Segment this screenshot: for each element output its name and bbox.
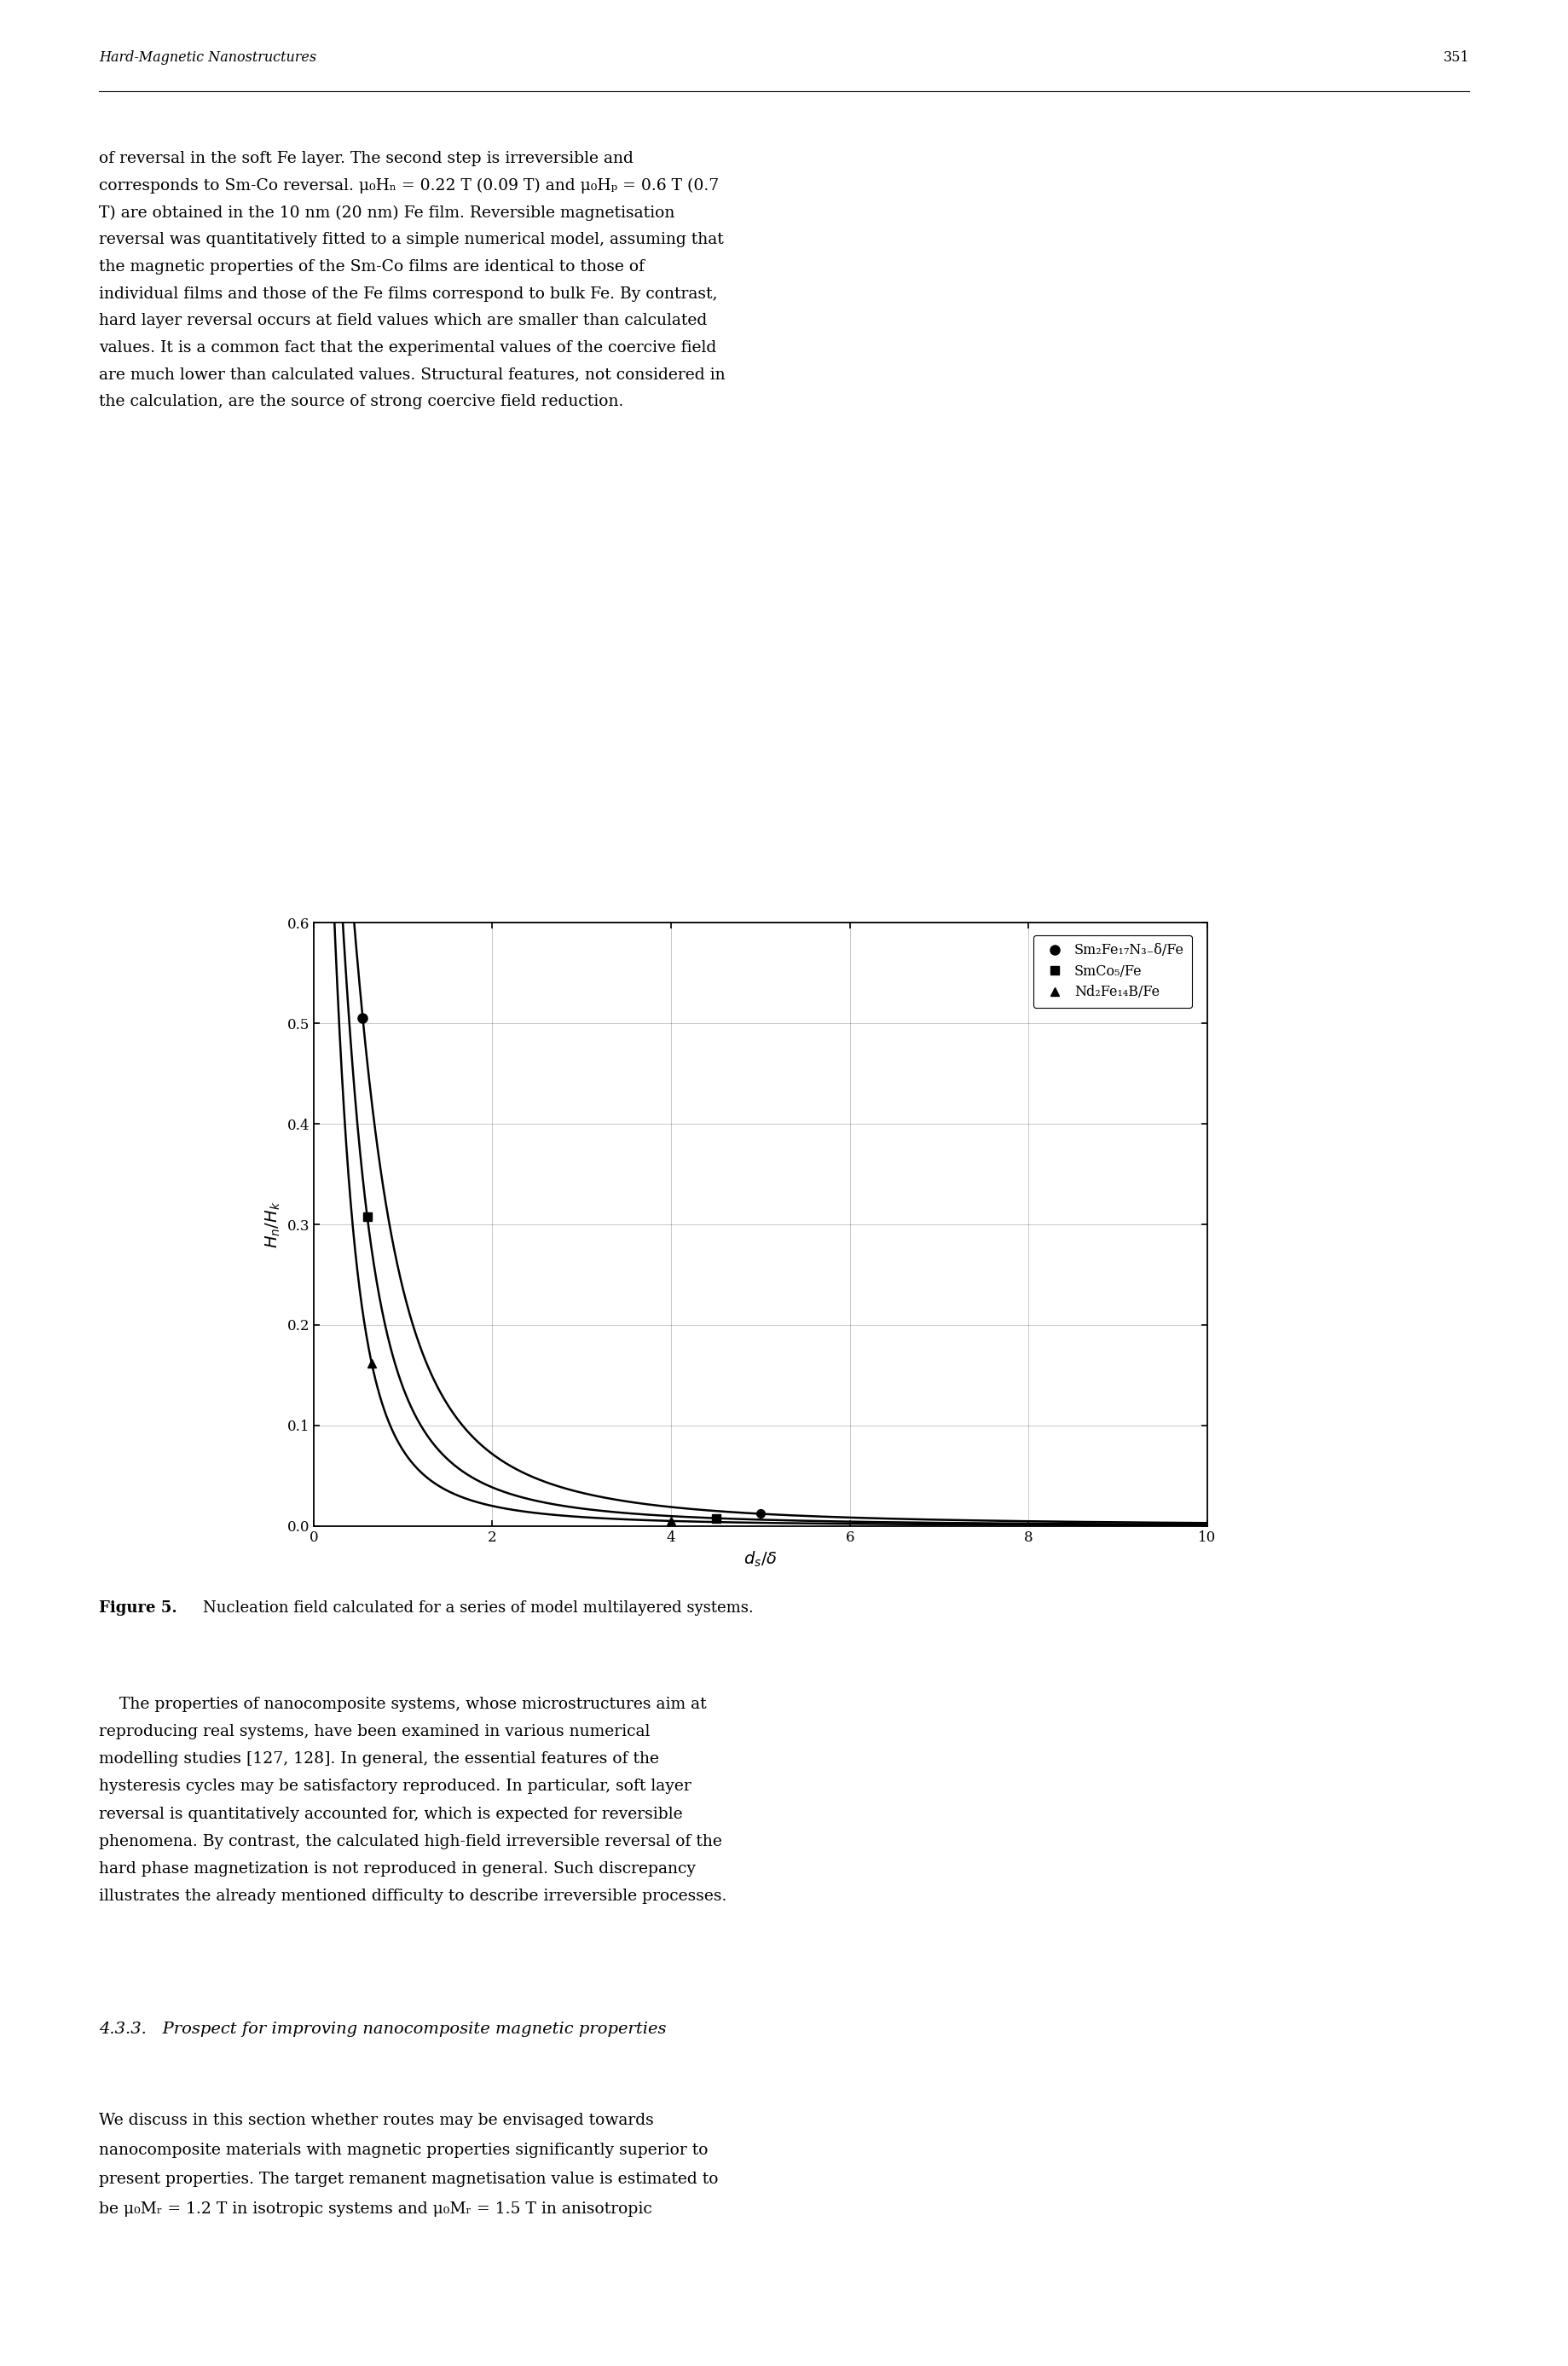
Text: hard phase magnetization is not reproduced in general. Such discrepancy: hard phase magnetization is not reproduc… [99, 1862, 696, 1876]
Text: reversal is quantitatively accounted for, which is expected for reversible: reversal is quantitatively accounted for… [99, 1805, 682, 1822]
Text: values. It is a common fact that the experimental values of the coercive field: values. It is a common fact that the exp… [99, 341, 717, 355]
Text: corresponds to Sm-Co reversal. μ₀Hₙ = 0.22 T (0.09 T) and μ₀Hₚ = 0.6 T (0.7: corresponds to Sm-Co reversal. μ₀Hₙ = 0.… [99, 177, 718, 194]
Text: individual films and those of the Fe films correspond to bulk Fe. By contrast,: individual films and those of the Fe fil… [99, 286, 718, 300]
Text: modelling studies [127, 128]. In general, the essential features of the: modelling studies [127, 128]. In general… [99, 1751, 659, 1767]
Text: the magnetic properties of the Sm-Co films are identical to those of: the magnetic properties of the Sm-Co fil… [99, 258, 644, 274]
Text: reproducing real systems, have been examined in various numerical: reproducing real systems, have been exam… [99, 1725, 649, 1739]
Text: The properties of nanocomposite systems, whose microstructures aim at: The properties of nanocomposite systems,… [99, 1696, 707, 1713]
Text: nanocomposite materials with magnetic properties significantly superior to: nanocomposite materials with magnetic pr… [99, 2144, 709, 2158]
Text: are much lower than calculated values. Structural features, not considered in: are much lower than calculated values. S… [99, 367, 724, 383]
Text: Hard-Magnetic Nanostructures: Hard-Magnetic Nanostructures [99, 50, 317, 64]
Legend: Sm₂Fe₁₇N₃₋δ/Fe, SmCo₅/Fe, Nd₂Fe₁₄B/Fe: Sm₂Fe₁₇N₃₋δ/Fe, SmCo₅/Fe, Nd₂Fe₁₄B/Fe [1033, 935, 1192, 1008]
Y-axis label: $H_n/H_k$: $H_n/H_k$ [263, 1202, 282, 1247]
Text: reversal was quantitatively fitted to a simple numerical model, assuming that: reversal was quantitatively fitted to a … [99, 232, 723, 248]
Text: 4.3.3.   Prospect for improving nanocomposite magnetic properties: 4.3.3. Prospect for improving nanocompos… [99, 2023, 666, 2037]
Text: phenomena. By contrast, the calculated high-field irreversible reversal of the: phenomena. By contrast, the calculated h… [99, 1834, 721, 1850]
Text: be μ₀Mᵣ = 1.2 T in isotropic systems and μ₀Mᵣ = 1.5 T in anisotropic: be μ₀Mᵣ = 1.2 T in isotropic systems and… [99, 2200, 652, 2217]
Text: Nucleation field calculated for a series of model multilayered systems.: Nucleation field calculated for a series… [202, 1599, 754, 1616]
Text: T) are obtained in the 10 nm (20 nm) Fe film. Reversible magnetisation: T) are obtained in the 10 nm (20 nm) Fe … [99, 206, 674, 220]
Text: of reversal in the soft Fe layer. The second step is irreversible and: of reversal in the soft Fe layer. The se… [99, 151, 633, 166]
Text: illustrates the already mentioned difficulty to describe irreversible processes.: illustrates the already mentioned diffic… [99, 1888, 726, 1905]
Text: hysteresis cycles may be satisfactory reproduced. In particular, soft layer: hysteresis cycles may be satisfactory re… [99, 1779, 691, 1793]
Text: 351: 351 [1443, 50, 1469, 64]
Text: Figure 5.: Figure 5. [99, 1599, 177, 1616]
X-axis label: $d_s/\delta$: $d_s/\delta$ [743, 1550, 778, 1569]
Text: present properties. The target remanent magnetisation value is estimated to: present properties. The target remanent … [99, 2172, 718, 2186]
Text: the calculation, are the source of strong coercive field reduction.: the calculation, are the source of stron… [99, 395, 624, 409]
Text: hard layer reversal occurs at field values which are smaller than calculated: hard layer reversal occurs at field valu… [99, 312, 707, 329]
Text: We discuss in this section whether routes may be envisaged towards: We discuss in this section whether route… [99, 2113, 654, 2129]
